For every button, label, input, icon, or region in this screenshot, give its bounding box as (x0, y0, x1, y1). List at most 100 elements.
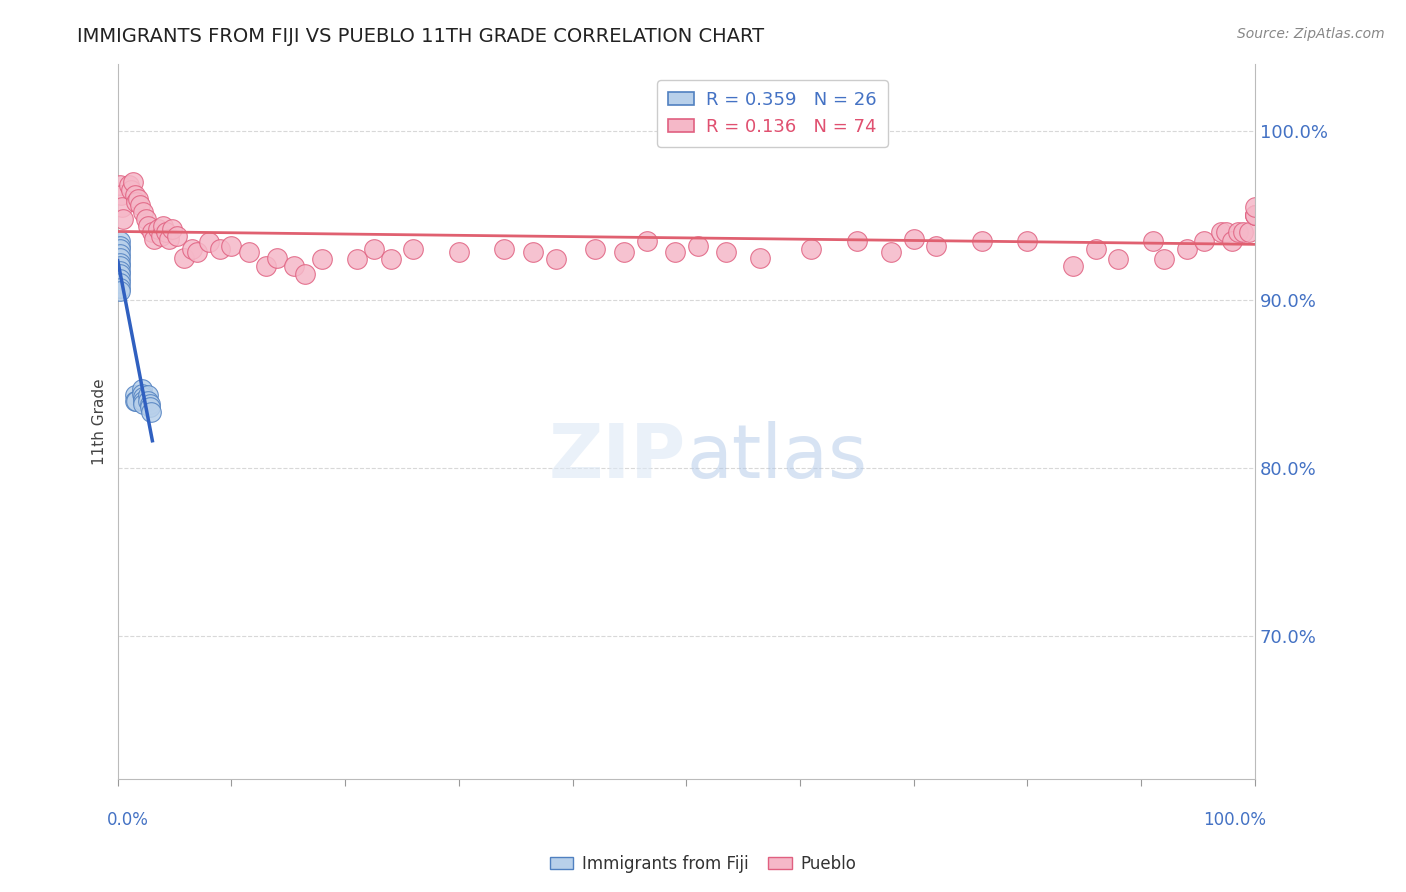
Point (402, 242, 425, 256)
Point (238, 245, 260, 260)
Point (166, 228, 188, 243)
Text: Source: ZipAtlas.com: Source: ZipAtlas.com (1237, 27, 1385, 41)
Point (108, 255, 131, 269)
Point (138, 393, 160, 408)
Point (131, 386, 153, 401)
Point (311, 252, 333, 267)
Point (108, 264, 131, 278)
Point (1220, 234, 1243, 248)
Point (522, 245, 544, 260)
Point (108, 272, 131, 286)
Point (1237, 225, 1260, 239)
Point (108, 242, 131, 256)
Point (125, 194, 148, 209)
Text: 0.0%: 0.0% (107, 811, 148, 830)
Point (135, 211, 157, 226)
Point (124, 188, 146, 202)
Point (254, 259, 277, 273)
Point (138, 397, 160, 411)
Point (1215, 225, 1237, 239)
Point (494, 242, 516, 256)
Point (970, 234, 993, 248)
Point (108, 247, 131, 261)
Point (1244, 209, 1267, 223)
Point (1142, 234, 1164, 248)
Point (283, 259, 305, 273)
Text: 100.0%: 100.0% (1204, 811, 1267, 830)
Point (108, 281, 131, 295)
Point (149, 228, 172, 243)
Point (108, 239, 131, 253)
Text: atlas: atlas (686, 421, 868, 494)
Point (346, 252, 368, 267)
Point (749, 251, 772, 265)
Point (120, 183, 142, 197)
Text: IMMIGRANTS FROM FIJI VS PUEBLO 11TH GRADE CORRELATION CHART: IMMIGRANTS FROM FIJI VS PUEBLO 11TH GRAD… (77, 27, 765, 45)
Point (1232, 225, 1254, 239)
Point (132, 393, 155, 408)
Point (143, 232, 166, 246)
Point (664, 245, 686, 260)
Point (127, 192, 149, 206)
Point (124, 388, 146, 402)
Point (1244, 200, 1267, 214)
Point (380, 252, 402, 267)
Point (845, 234, 868, 248)
Point (197, 235, 219, 250)
Point (173, 251, 195, 265)
Point (108, 178, 131, 193)
Point (108, 234, 131, 248)
Point (157, 232, 180, 246)
Legend: Immigrants from Fiji, Pueblo: Immigrants from Fiji, Pueblo (543, 848, 863, 880)
Point (294, 268, 316, 282)
Point (1153, 252, 1175, 267)
Point (139, 405, 162, 419)
Point (121, 175, 143, 189)
Point (131, 382, 153, 396)
Point (880, 245, 903, 260)
Point (221, 239, 243, 253)
Point (686, 239, 709, 253)
Point (1062, 259, 1084, 273)
Point (1107, 252, 1129, 267)
Point (162, 222, 184, 236)
Point (146, 222, 169, 236)
Point (1244, 209, 1267, 223)
Legend: R = 0.359   N = 26, R = 0.136   N = 74: R = 0.359 N = 26, R = 0.136 N = 74 (658, 80, 887, 147)
Point (132, 397, 155, 411)
Point (112, 211, 135, 226)
Point (108, 268, 131, 282)
Point (613, 245, 636, 260)
Y-axis label: 11th Grade: 11th Grade (93, 378, 107, 465)
Point (155, 225, 177, 239)
Point (125, 393, 148, 408)
Point (152, 219, 174, 233)
Point (141, 225, 163, 239)
Point (209, 242, 232, 256)
Point (132, 205, 155, 219)
Point (925, 239, 948, 253)
Point (800, 242, 823, 256)
Point (544, 252, 567, 267)
Point (132, 390, 155, 404)
Point (636, 234, 658, 248)
Point (714, 245, 737, 260)
Point (1175, 242, 1198, 256)
Point (186, 245, 208, 260)
Point (129, 198, 152, 212)
Point (1192, 234, 1215, 248)
Point (108, 276, 131, 290)
Point (1084, 242, 1107, 256)
Point (903, 232, 925, 246)
Point (138, 401, 160, 415)
Point (108, 259, 131, 273)
Point (138, 388, 160, 402)
Point (1226, 225, 1249, 239)
Point (1244, 209, 1267, 223)
Point (111, 200, 134, 214)
Point (363, 242, 385, 256)
Point (447, 245, 470, 260)
Point (118, 178, 141, 193)
Point (1017, 234, 1039, 248)
Point (583, 242, 606, 256)
